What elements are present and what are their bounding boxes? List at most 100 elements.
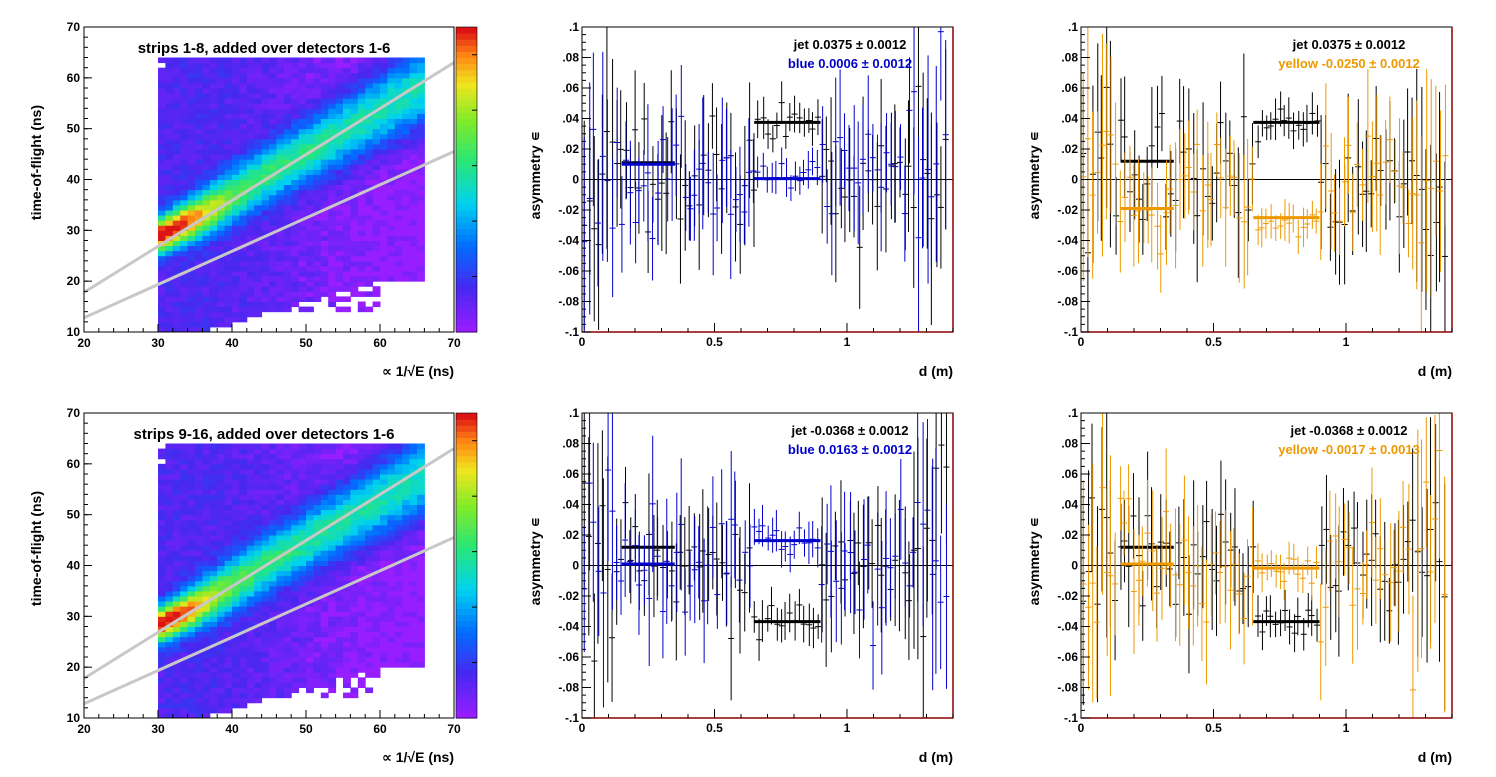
heatmap-cell <box>358 566 366 572</box>
heatmap-cell <box>387 119 395 125</box>
heatmap-cell <box>402 550 410 556</box>
heatmap-cell <box>313 225 321 231</box>
heatmap-cell <box>410 484 418 490</box>
heatmap-cell <box>173 647 181 653</box>
heatmap-cell <box>417 195 425 201</box>
heatmap-cell <box>202 627 210 633</box>
heatmap-cell <box>336 225 344 231</box>
heatmap-cell <box>328 276 336 282</box>
heatmap-cell <box>306 576 314 582</box>
heatmap-cell <box>373 88 381 94</box>
heatmap-cell <box>358 220 366 226</box>
heatmap-cell <box>158 449 166 455</box>
heatmap-cell <box>328 149 336 155</box>
heatmap-cell <box>299 235 307 241</box>
heatmap-cell <box>410 566 418 572</box>
heatmap-cell <box>225 169 233 175</box>
heatmap-cell <box>232 88 240 94</box>
heatmap-cell <box>284 576 292 582</box>
heatmap-cell <box>343 230 351 236</box>
heatmap-cell <box>232 103 240 109</box>
heatmap-cell <box>417 444 425 450</box>
heatmap-cell <box>373 302 381 308</box>
heatmap-cell <box>284 63 292 69</box>
heatmap-cell <box>202 459 210 465</box>
heatmap-cell <box>225 698 233 704</box>
heatmap-cell <box>402 139 410 145</box>
heatmap-cell <box>210 139 218 145</box>
heatmap-cell <box>343 108 351 114</box>
heatmap-cell <box>358 210 366 216</box>
heatmap-cell <box>262 169 270 175</box>
heatmap-cell <box>247 205 255 211</box>
heatmap-cell <box>321 225 329 231</box>
heatmap-cell <box>247 520 255 526</box>
heatmap-cell <box>210 154 218 160</box>
heatmap-cell <box>202 682 210 688</box>
heatmap-cell <box>239 540 247 546</box>
heatmap-cell <box>269 545 277 551</box>
heatmap-cell <box>328 113 336 119</box>
heatmap-cell <box>173 555 181 561</box>
heatmap-cell <box>276 78 284 84</box>
heatmap-cell <box>180 185 188 191</box>
heatmap-cell <box>269 220 277 226</box>
heatmap-cell <box>225 144 233 150</box>
heatmap-cell <box>402 266 410 272</box>
heatmap-cell <box>365 235 373 241</box>
heatmap-cell <box>299 296 307 302</box>
heatmap-cell <box>306 230 314 236</box>
heatmap-cell <box>321 124 329 130</box>
heatmap-cell <box>306 281 314 287</box>
heatmap-cell <box>291 210 299 216</box>
heatmap-cell <box>247 637 255 643</box>
y-tick-label: 60 <box>67 71 81 85</box>
heatmap-cell <box>410 535 418 541</box>
heatmap-cell <box>402 627 410 633</box>
heatmap-cell <box>343 469 351 475</box>
heatmap-cell <box>336 124 344 130</box>
heatmap-cell <box>284 621 292 627</box>
heatmap-cell <box>350 108 358 114</box>
heatmap-cell <box>313 73 321 79</box>
heatmap-cell <box>232 276 240 282</box>
heatmap-cell <box>195 93 203 99</box>
heatmap-cell <box>180 296 188 302</box>
heatmap-cell <box>343 246 351 252</box>
heatmap-cell <box>299 139 307 145</box>
heatmap-cell <box>321 220 329 226</box>
heatmap-cell <box>321 149 329 155</box>
heatmap-cell <box>269 103 277 109</box>
heatmap-cell <box>173 169 181 175</box>
heatmap-cell <box>195 621 203 627</box>
heatmap-cell <box>387 520 395 526</box>
heatmap-cell <box>313 119 321 125</box>
heatmap-cell <box>336 113 344 119</box>
heatmap-cell <box>173 540 181 546</box>
heatmap-cell <box>225 302 233 308</box>
heatmap-cell <box>165 545 173 551</box>
heatmap-cell <box>254 525 262 531</box>
heatmap-cell <box>158 621 166 627</box>
heatmap-cell <box>225 68 233 74</box>
heatmap-cell <box>247 210 255 216</box>
heatmap-cell <box>343 505 351 511</box>
heatmap-cell <box>254 520 262 526</box>
heatmap-cell <box>254 611 262 617</box>
heatmap-cell <box>336 180 344 186</box>
heatmap-cell <box>217 58 225 64</box>
heatmap-cell <box>210 505 218 511</box>
heatmap-cell <box>239 63 247 69</box>
heatmap-cell <box>180 505 188 511</box>
heatmap-cell <box>180 499 188 505</box>
heatmap-cell <box>380 560 388 566</box>
heatmap-cell <box>410 505 418 511</box>
heatmap-cell <box>395 58 403 64</box>
heatmap-cell <box>180 256 188 262</box>
heatmap-cell <box>180 68 188 74</box>
heatmap-cell <box>232 591 240 597</box>
heatmap-cell <box>387 154 395 160</box>
heatmap-cell <box>410 190 418 196</box>
heatmap-cell <box>306 652 314 658</box>
heatmap-cell <box>380 621 388 627</box>
